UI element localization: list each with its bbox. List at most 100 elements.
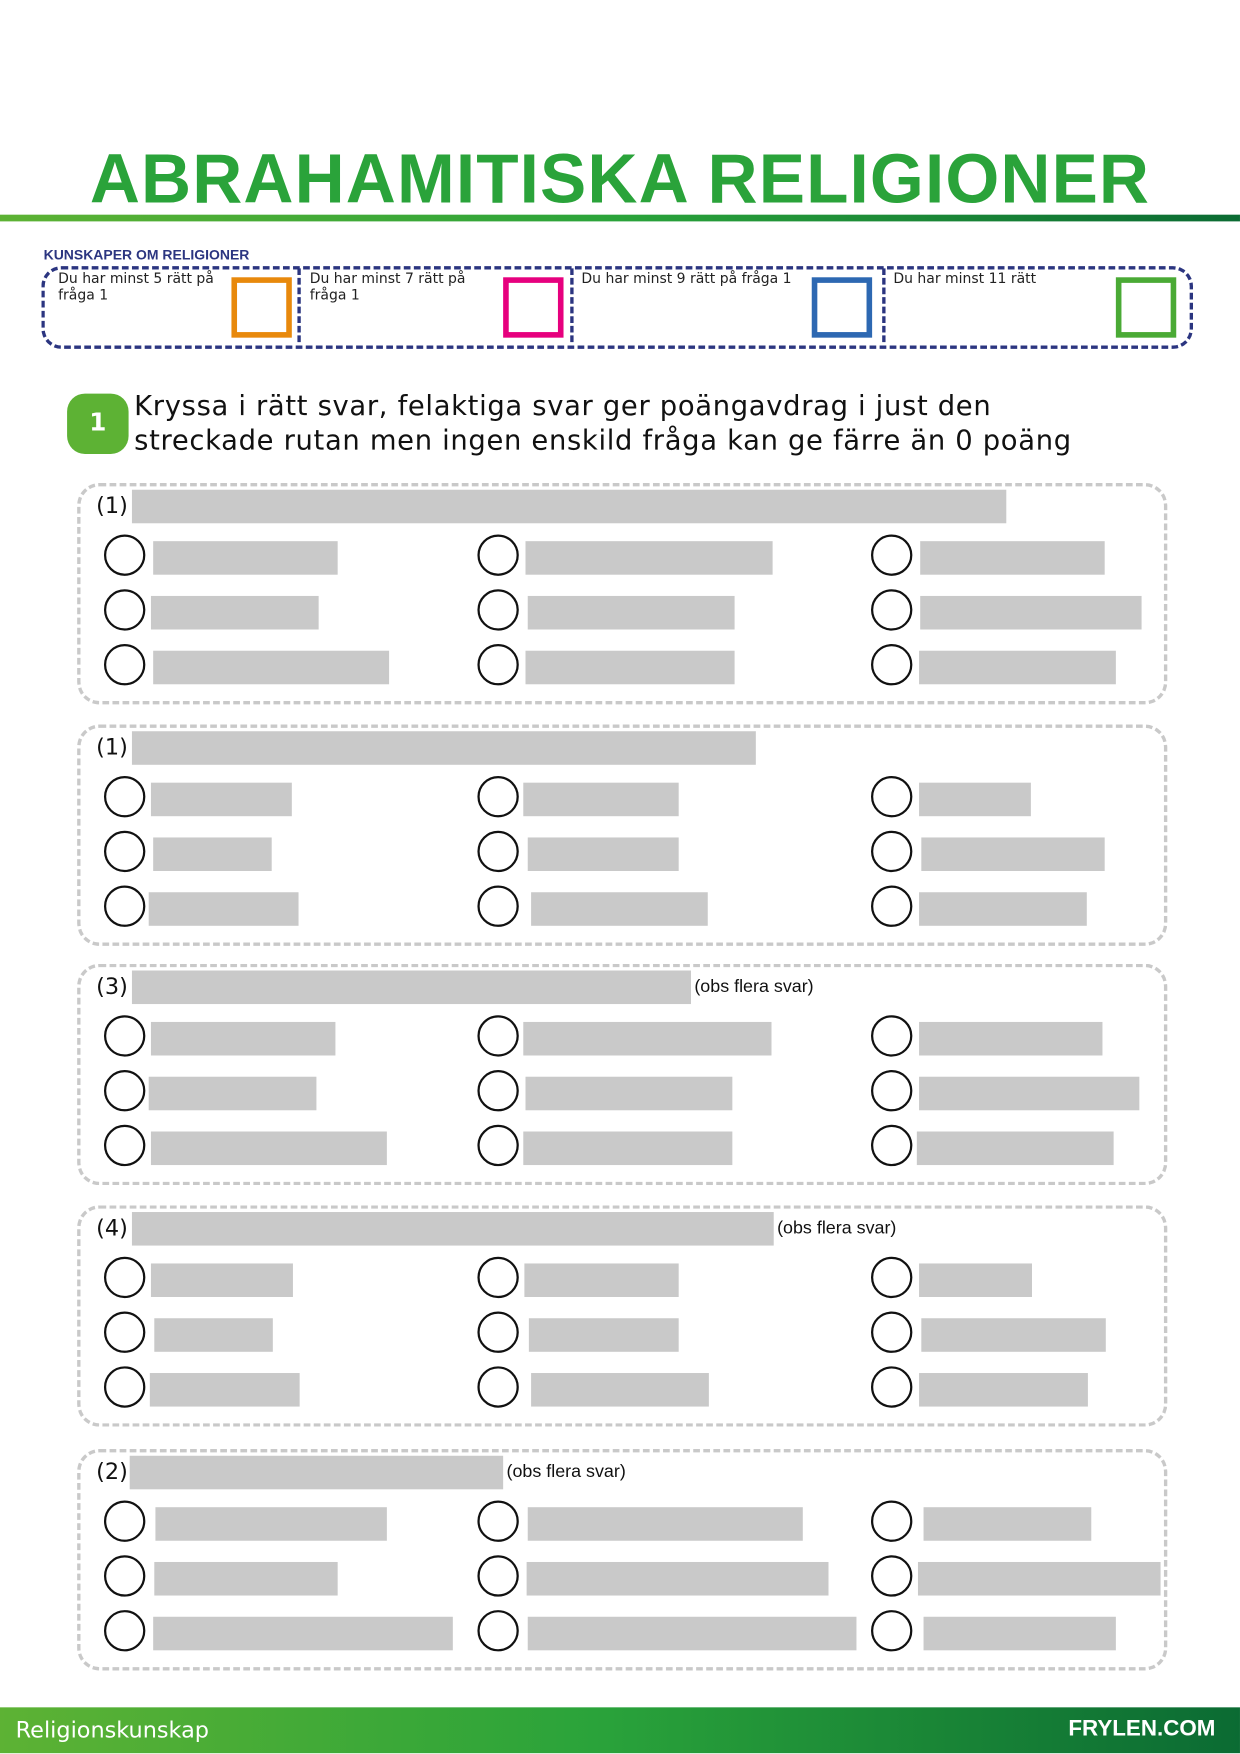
answer-radio[interactable] — [103, 885, 146, 927]
footer-bar — [0, 1707, 1240, 1754]
answer-radio[interactable] — [870, 1070, 913, 1112]
footer-brand: FRYLEN.COM — [1068, 1716, 1216, 1741]
answer-radio[interactable] — [103, 534, 146, 576]
answer-radio[interactable] — [103, 1124, 146, 1167]
redacted-option-text — [153, 541, 338, 575]
redacted-option-text — [921, 1318, 1106, 1352]
title-divider — [0, 214, 1240, 222]
redacted-option-text — [919, 782, 1031, 817]
answer-radio[interactable] — [103, 1015, 146, 1057]
redacted-option-text — [153, 837, 272, 871]
redacted-option-text — [919, 1076, 1140, 1111]
answer-radio[interactable] — [477, 589, 519, 631]
answer-radio[interactable] — [103, 1311, 146, 1353]
redacted-option-text — [919, 650, 1116, 685]
redacted-option-text — [154, 1318, 273, 1352]
question-number-badge: 1 — [67, 393, 129, 454]
answer-radio[interactable] — [870, 1610, 913, 1652]
question-number: (1) — [96, 733, 128, 761]
answer-radio[interactable] — [870, 1366, 913, 1408]
divider — [297, 268, 301, 343]
answer-radio[interactable] — [870, 1015, 913, 1057]
answer-radio[interactable] — [477, 1256, 519, 1299]
answer-radio[interactable] — [477, 1015, 519, 1057]
answer-radio[interactable] — [103, 830, 146, 873]
question-note: (obs flera svar) — [777, 1218, 897, 1238]
question-number: (4) — [96, 1214, 128, 1242]
redacted-option-text — [920, 595, 1142, 630]
redacted-option-text — [916, 1131, 1114, 1166]
question-section — [77, 963, 1168, 1186]
redacted-option-text — [919, 1263, 1033, 1297]
answer-radio[interactable] — [477, 830, 519, 873]
grading-checkbox-5[interactable] — [231, 277, 292, 338]
redacted-question-text — [131, 731, 756, 765]
redacted-option-text — [150, 1131, 387, 1166]
answer-radio[interactable] — [870, 644, 913, 686]
answer-radio[interactable] — [477, 1366, 519, 1408]
redacted-option-text — [528, 1318, 679, 1352]
answer-radio[interactable] — [477, 885, 519, 927]
redacted-option-text — [526, 1561, 829, 1596]
grading-checkbox-9[interactable] — [811, 277, 873, 338]
redacted-option-text — [525, 541, 773, 575]
answer-radio[interactable] — [870, 534, 913, 576]
redacted-option-text — [923, 1616, 1116, 1651]
redacted-option-text — [531, 892, 708, 926]
answer-radio[interactable] — [103, 644, 146, 686]
answer-radio[interactable] — [103, 775, 146, 818]
redacted-option-text — [155, 1507, 387, 1541]
redacted-option-text — [524, 1263, 679, 1297]
redacted-option-text — [525, 650, 735, 685]
answer-radio[interactable] — [477, 1124, 519, 1167]
answer-radio[interactable] — [103, 1366, 146, 1408]
answer-radio[interactable] — [477, 1610, 519, 1652]
answer-radio[interactable] — [477, 775, 519, 818]
answer-radio[interactable] — [870, 1500, 913, 1542]
redacted-option-text — [919, 1373, 1088, 1407]
redacted-option-text — [523, 782, 679, 817]
redacted-option-text — [148, 1076, 317, 1111]
answer-radio[interactable] — [870, 775, 913, 818]
redacted-question-text — [131, 489, 1007, 524]
grading-checkbox-7[interactable] — [503, 277, 564, 338]
footer-subject: Religionskunskap — [15, 1716, 209, 1744]
redacted-option-text — [920, 541, 1105, 575]
answer-radio[interactable] — [477, 1500, 519, 1542]
redacted-option-text — [527, 837, 679, 871]
answer-radio[interactable] — [477, 1555, 519, 1597]
answer-radio[interactable] — [870, 1256, 913, 1299]
answer-radio[interactable] — [103, 1256, 146, 1299]
answer-radio[interactable] — [103, 1500, 146, 1542]
redacted-option-text — [148, 892, 299, 926]
answer-radio[interactable] — [870, 1124, 913, 1167]
grading-box — [41, 266, 1194, 349]
redacted-option-text — [150, 1021, 336, 1056]
redacted-option-text — [527, 1507, 803, 1541]
question-section — [77, 483, 1168, 705]
answer-radio[interactable] — [477, 1070, 519, 1112]
answer-radio[interactable] — [103, 1610, 146, 1652]
answer-radio[interactable] — [870, 885, 913, 927]
page-title: ABRAHAMITISKA RELIGIONER — [89, 140, 1151, 219]
answer-radio[interactable] — [103, 1555, 146, 1597]
answer-radio[interactable] — [870, 589, 913, 631]
answer-radio[interactable] — [103, 1070, 146, 1112]
redacted-option-text — [153, 650, 390, 685]
answer-radio[interactable] — [477, 644, 519, 686]
redacted-option-text — [527, 595, 735, 630]
answer-radio[interactable] — [870, 830, 913, 873]
redacted-option-text — [921, 837, 1105, 871]
answer-radio[interactable] — [477, 534, 519, 576]
redacted-question-text — [131, 1212, 774, 1246]
answer-radio[interactable] — [103, 589, 146, 631]
redacted-option-text — [919, 1021, 1103, 1056]
answer-radio[interactable] — [870, 1555, 913, 1597]
grading-checkbox-11[interactable] — [1115, 277, 1177, 338]
redacted-option-text — [525, 1076, 733, 1111]
answer-radio[interactable] — [870, 1311, 913, 1353]
answer-radio[interactable] — [477, 1311, 519, 1353]
redacted-option-text — [153, 1616, 453, 1651]
question-number: (2) — [96, 1458, 128, 1485]
question-instruction: Kryssa i rätt svar, felaktiga svar ger p… — [134, 389, 1072, 457]
